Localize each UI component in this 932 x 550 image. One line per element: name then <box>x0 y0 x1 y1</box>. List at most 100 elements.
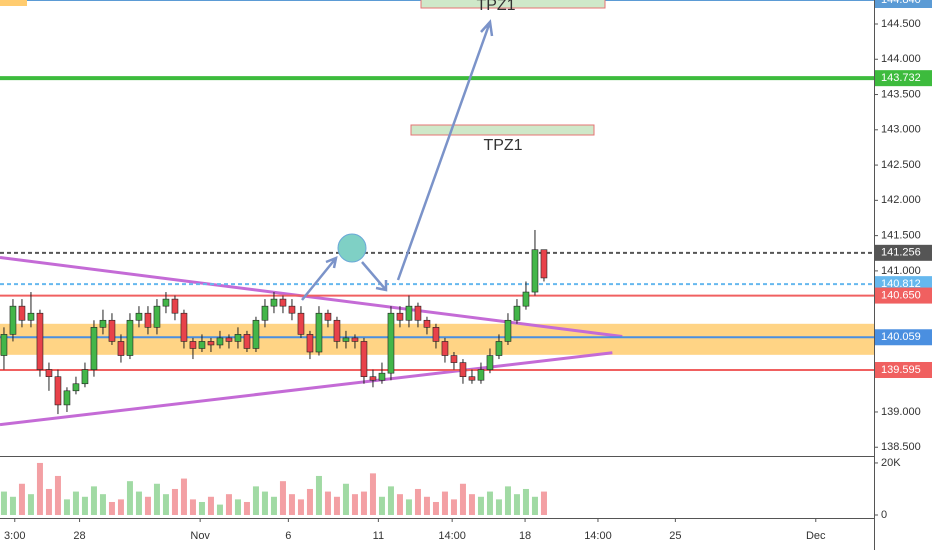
candle-body <box>90 327 98 370</box>
candle-body <box>333 319 341 342</box>
candle-body <box>297 312 305 335</box>
candle-body <box>468 376 476 381</box>
arrows <box>301 19 494 301</box>
candle-body <box>288 305 296 314</box>
price-label: 143.732 <box>881 72 921 84</box>
volume-bar <box>90 486 97 515</box>
candle-body <box>36 312 44 370</box>
price-label-box <box>875 244 932 261</box>
candle-body <box>270 298 278 307</box>
volume-bar <box>522 488 529 515</box>
target-label: TPZ1 <box>483 137 522 154</box>
drawing-tag <box>0 0 27 6</box>
candle-body <box>432 327 440 342</box>
volume-tick-label: 20K <box>881 457 901 469</box>
volume-bar <box>486 491 493 515</box>
candle-body <box>45 369 53 377</box>
candle-body <box>216 337 224 346</box>
volume-bar <box>9 496 16 515</box>
volume-bar <box>144 496 151 515</box>
arrow <box>396 19 494 281</box>
candle-body <box>324 312 332 321</box>
y-tick-label: 139.000 <box>881 406 921 418</box>
volume-bar <box>396 494 403 515</box>
x-tick-label: 28 <box>73 530 85 542</box>
volume-bar <box>477 496 484 515</box>
x-tick-label: 14:00 <box>584 530 612 542</box>
candle-body <box>207 341 215 346</box>
y-tick-label: 141.500 <box>881 230 921 242</box>
price-label: 141.256 <box>881 247 921 259</box>
candle-body <box>315 312 323 353</box>
volume-bar <box>369 473 376 515</box>
volume-bar <box>378 496 385 515</box>
volume-bar <box>414 488 421 515</box>
volume-bar <box>495 499 502 515</box>
volume-bar <box>126 481 133 515</box>
y-tick-label: 143.500 <box>881 88 921 100</box>
volume-bar <box>297 499 304 515</box>
candle-body <box>0 334 8 356</box>
candle-layer <box>0 229 548 515</box>
volume-bar <box>45 488 52 515</box>
price-label: 139.595 <box>881 364 921 376</box>
volume-bar <box>153 483 160 515</box>
x-tick-label: 18 <box>519 530 531 542</box>
volume-bar <box>243 501 250 515</box>
marker-circle <box>337 233 367 263</box>
candle-body <box>360 341 368 377</box>
price-label-box <box>875 329 932 346</box>
candle-body <box>486 355 494 370</box>
volume-bar <box>252 486 259 515</box>
candle-body <box>252 319 260 349</box>
volume-bar <box>216 504 223 515</box>
candle-body <box>108 319 116 342</box>
arrow <box>361 261 388 292</box>
candle-body <box>540 249 548 279</box>
target-box <box>420 0 606 9</box>
candle-body <box>261 305 269 321</box>
x-tick-label: 3:00 <box>4 530 25 542</box>
volume-bar <box>504 486 511 515</box>
volume-bar <box>432 501 439 515</box>
volume-bar <box>171 488 178 515</box>
volume-bar <box>387 486 394 515</box>
volume-bar <box>99 494 106 515</box>
candle-body <box>54 376 62 406</box>
candle-body <box>63 390 71 406</box>
volume-bar <box>342 483 349 515</box>
y-tick-label: 142.500 <box>881 159 921 171</box>
volume-bar <box>279 481 286 515</box>
volume-bar <box>198 501 205 515</box>
candle-body <box>9 305 17 335</box>
volume-bar <box>450 499 457 515</box>
y-tick-label: 144.500 <box>881 18 921 30</box>
volume-bar <box>288 494 295 515</box>
candle-body <box>351 337 359 342</box>
volume-bar <box>162 494 169 515</box>
candle-body <box>18 305 26 321</box>
volume-bar <box>72 491 79 515</box>
candle-body <box>180 312 188 342</box>
volume-bar <box>531 496 538 515</box>
candle-body <box>387 312 395 374</box>
candle-body <box>279 298 287 307</box>
volume-bar <box>459 483 466 515</box>
candle-body <box>414 305 422 321</box>
volume-bar <box>405 499 412 515</box>
candle-body <box>369 376 377 381</box>
volume-bar <box>423 496 430 515</box>
volume-tick-label: 0 <box>881 509 887 521</box>
candle-body <box>198 341 206 349</box>
x-tick-label: 14:00 <box>438 530 466 542</box>
candle-body <box>135 312 143 321</box>
volume-bar <box>18 483 25 515</box>
price-label: 140.059 <box>881 331 921 343</box>
volume-bar <box>189 499 196 515</box>
volume-bar <box>315 475 322 515</box>
candle-body <box>423 319 431 328</box>
candle-body <box>234 334 242 342</box>
y-tick-label: 138.500 <box>881 441 921 453</box>
candle-body <box>396 312 404 321</box>
